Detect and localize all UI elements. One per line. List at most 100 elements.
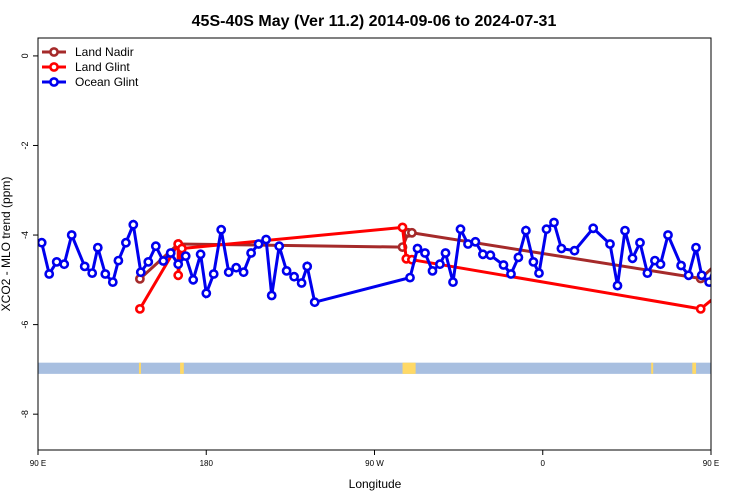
x-tick-label: 90 W (365, 459, 384, 468)
data-point (427, 265, 438, 276)
data-point (253, 239, 264, 249)
y-tick-label: 0 (20, 53, 30, 58)
legend-item-ocean-glint: Ocean Glint (42, 75, 139, 89)
data-point (691, 242, 701, 253)
data-point (143, 256, 154, 267)
band-land-patch (651, 362, 654, 374)
data-point (261, 234, 271, 245)
data-point (201, 288, 212, 299)
data-point (223, 267, 234, 278)
data-point (541, 224, 552, 235)
data-point (150, 241, 161, 252)
data-point (642, 268, 653, 278)
data-point (434, 259, 445, 270)
legend-marker (49, 62, 59, 72)
data-point (605, 239, 615, 249)
data-point (231, 262, 242, 273)
data-point (477, 249, 488, 260)
data-point (66, 230, 77, 240)
data-point (180, 251, 191, 261)
plot-series (38, 217, 746, 314)
data-point (420, 248, 430, 258)
data-point (556, 243, 567, 254)
data-point (266, 290, 277, 301)
legend-item-land-glint: Land Glint (42, 60, 130, 74)
x-tick-label: 180 (200, 459, 214, 468)
data-point (569, 245, 580, 256)
data-point (627, 253, 638, 264)
data-point (134, 303, 145, 314)
data-point (440, 248, 451, 258)
legend-label: Ocean Glint (75, 75, 139, 89)
data-point (696, 270, 707, 281)
data-point (506, 269, 516, 279)
series-ocean-glint (38, 217, 746, 308)
x-axis: 90 E 180 90 W 0 90 E (30, 450, 719, 468)
data-point (695, 303, 706, 314)
data-point (188, 274, 199, 285)
data-point (79, 261, 90, 272)
data-point (521, 225, 531, 236)
data-point (208, 269, 219, 279)
data-point (635, 237, 645, 248)
data-point (302, 261, 313, 272)
y-tick-label: -8 (20, 410, 30, 418)
data-point (176, 243, 187, 254)
data-point (44, 269, 55, 279)
data-point (726, 221, 733, 228)
y-tick-label: -4 (20, 231, 30, 239)
data-point (121, 237, 131, 248)
data-point (216, 224, 227, 235)
data-point (397, 222, 408, 233)
data-point (135, 267, 146, 278)
data-point (246, 248, 256, 258)
data-point (588, 223, 599, 234)
measurement-band (38, 362, 711, 374)
x-axis-label: Longitude (349, 477, 402, 491)
data-point (655, 259, 666, 270)
band-land-patch (692, 362, 697, 374)
data-point (448, 277, 458, 287)
band-strip (38, 362, 711, 374)
chart-title: 45S-40S May (Ver 11.2) 2014-09-06 to 202… (192, 13, 557, 30)
x-tick-label: 90 E (703, 459, 719, 468)
y-axis-label: XCO2 - MLO trend (ppm) (0, 177, 13, 312)
band-land-patch (180, 362, 184, 374)
legend-item-land-nadir: Land Nadir (42, 45, 134, 59)
x-tick-label: 0 (541, 459, 546, 468)
data-point (734, 269, 741, 276)
data-point (683, 270, 694, 281)
legend-label: Land Glint (75, 60, 130, 74)
data-point (735, 240, 742, 247)
y-axis: 0 -2 -4 -6 -8 (20, 53, 38, 418)
data-point (128, 219, 139, 230)
x-tick-label: 90 E (30, 459, 46, 468)
data-point (676, 260, 686, 271)
y-tick-label: -6 (20, 321, 30, 329)
data-point (739, 258, 746, 265)
data-point (59, 259, 70, 270)
data-point (107, 277, 118, 287)
data-point (513, 252, 524, 263)
data-point (735, 274, 742, 281)
data-point (455, 224, 466, 235)
legend-label: Land Nadir (75, 45, 134, 59)
data-point (289, 271, 299, 282)
data-point (158, 256, 169, 266)
band-land-patch (402, 362, 416, 374)
data-point (274, 241, 285, 252)
data-point (173, 259, 184, 270)
data-point (173, 270, 184, 281)
data-point (281, 265, 292, 276)
data-point (51, 256, 62, 267)
data-point (406, 227, 417, 238)
data-point (739, 245, 746, 252)
data-point (87, 268, 98, 278)
data-point (704, 277, 711, 287)
data-point (612, 280, 623, 291)
data-point (92, 242, 103, 253)
data-point (470, 236, 481, 247)
legend-marker (49, 77, 59, 87)
